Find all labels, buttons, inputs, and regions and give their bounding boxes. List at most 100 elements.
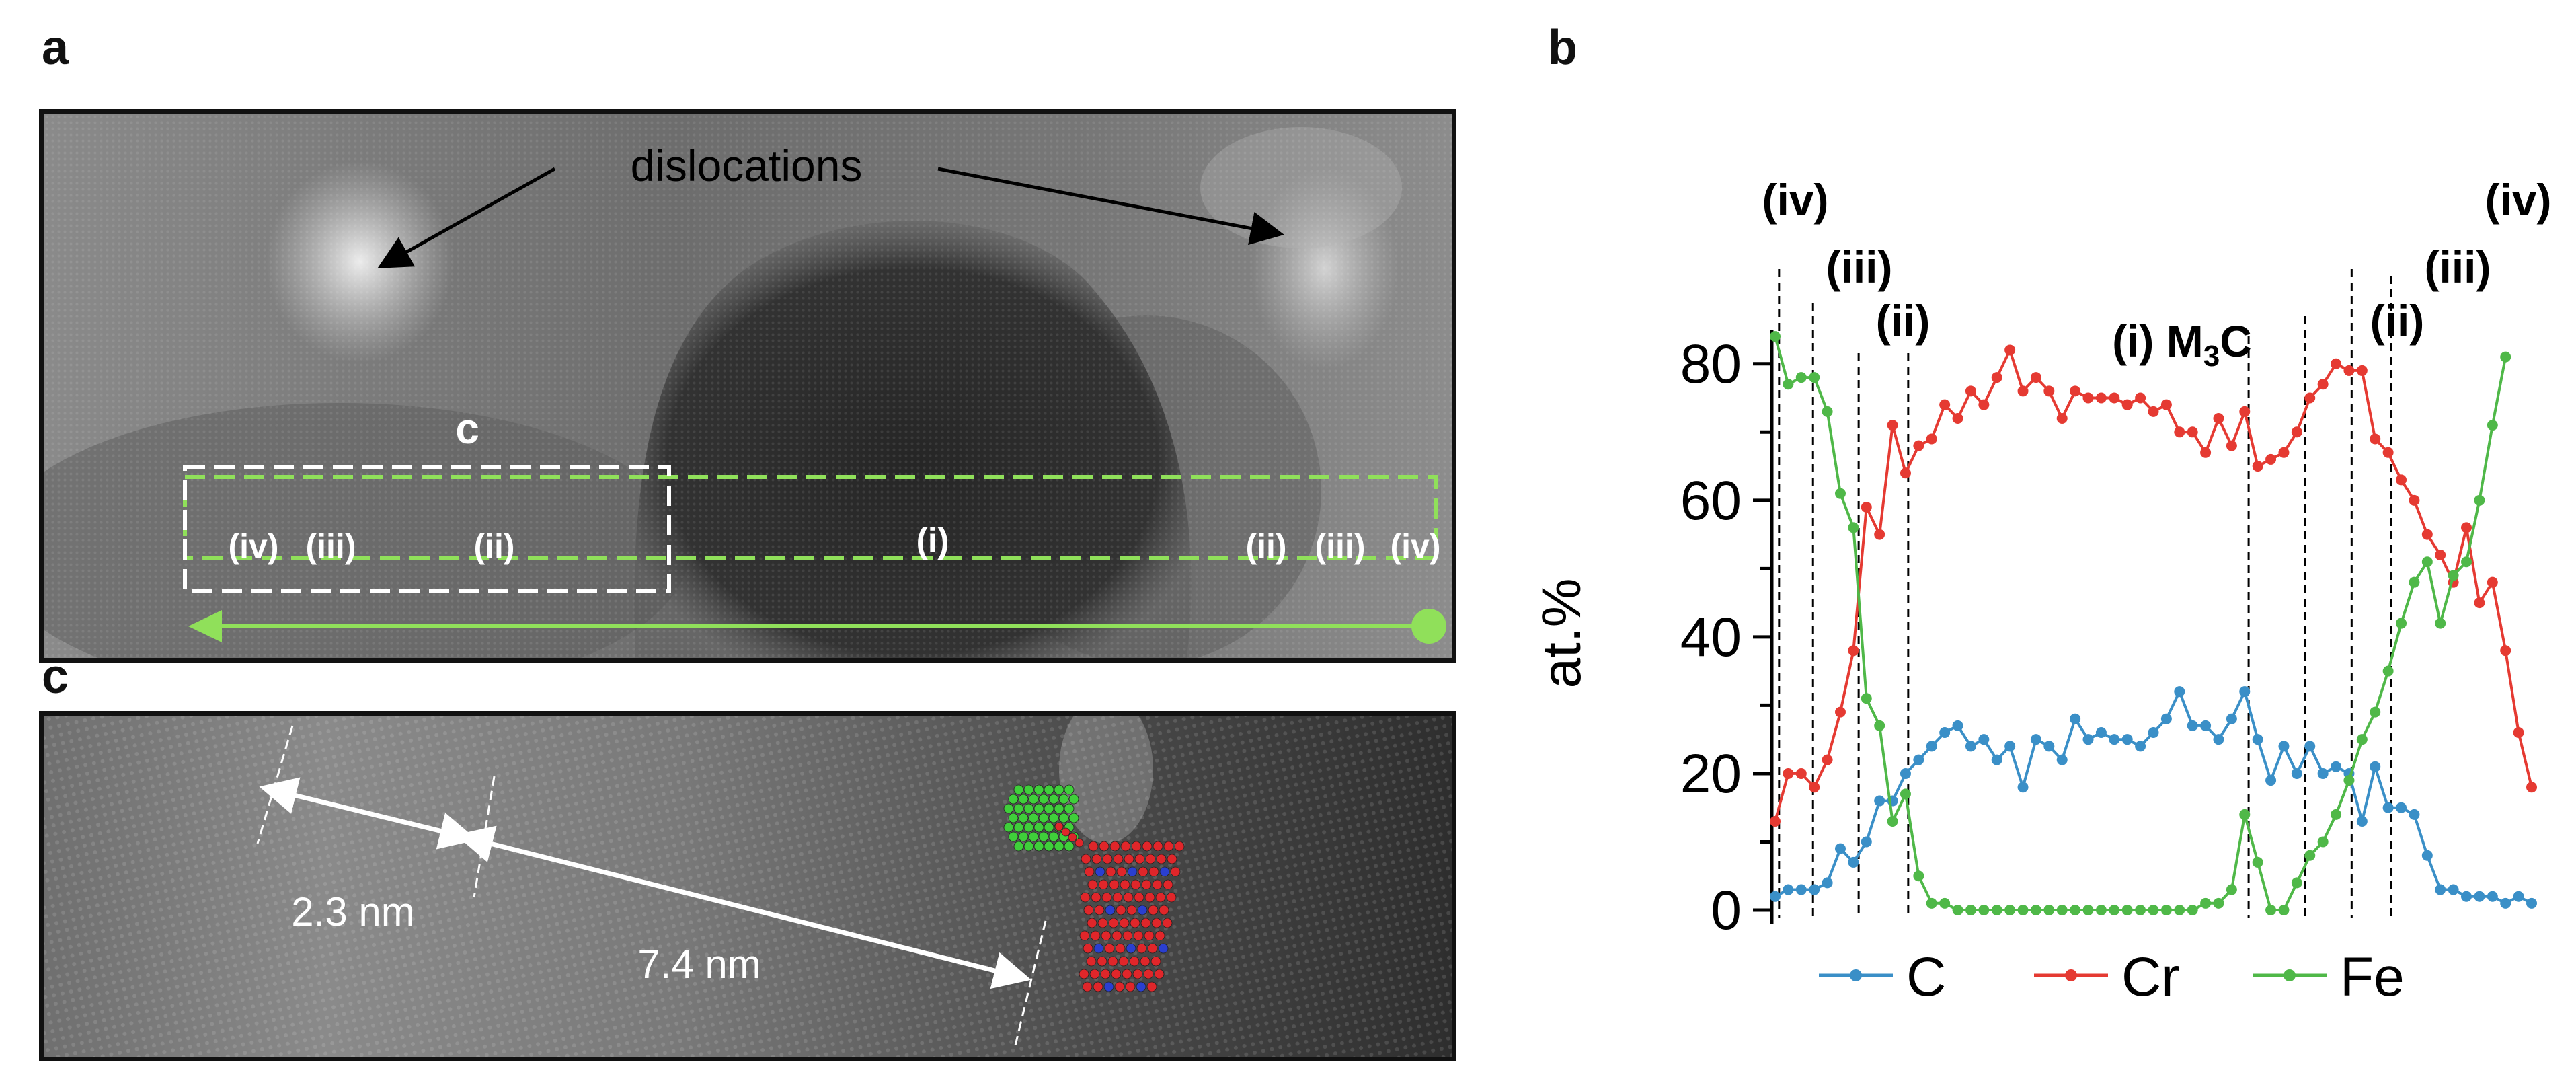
metal-atom xyxy=(1141,879,1152,890)
metal-atom xyxy=(1170,866,1181,877)
data-point-C xyxy=(2409,809,2420,820)
region-label-a-right-iv: (iv) xyxy=(1391,527,1441,565)
data-point-Fe xyxy=(2382,665,2394,677)
data-point-Fe xyxy=(1926,897,1937,909)
data-point-Cr xyxy=(2513,727,2524,739)
data-point-Fe xyxy=(1861,693,1872,704)
metal-atom xyxy=(1134,892,1144,903)
metal-atom xyxy=(1111,930,1122,941)
carbon-atom xyxy=(1127,866,1138,877)
data-point-Cr xyxy=(1978,399,1990,410)
ferrite-atom xyxy=(1048,794,1059,805)
data-point-C xyxy=(2382,802,2394,813)
metal-atom xyxy=(1075,838,1084,848)
metal-atom xyxy=(1114,981,1125,992)
data-point-Fe xyxy=(2239,809,2251,820)
metal-atom xyxy=(1079,930,1090,941)
data-point-Fe xyxy=(2304,850,2316,861)
carbon-atom xyxy=(1136,981,1146,992)
data-point-Cr xyxy=(2187,426,2198,438)
ferrite-atom xyxy=(1023,841,1034,852)
legend-marker-Fe xyxy=(2284,969,2296,981)
ferrite-atom xyxy=(1048,813,1059,823)
metal-atom xyxy=(1155,930,1165,941)
metal-atom xyxy=(1084,866,1095,877)
ferrite-atom xyxy=(1033,803,1044,814)
metal-atom xyxy=(1116,905,1126,915)
data-point-Fe xyxy=(1991,905,2002,915)
legend-label-Cr: Cr xyxy=(2121,946,2180,1008)
metal-atom xyxy=(1093,981,1103,992)
data-point-Fe xyxy=(2500,351,2511,363)
carbon-atom xyxy=(1093,943,1104,954)
region-label-left: (iii) xyxy=(1826,242,1893,292)
ferrite-atom xyxy=(1013,822,1024,833)
legend-label-C: C xyxy=(1906,946,1946,1008)
carbon-atom xyxy=(1158,943,1169,954)
ferrite-atom xyxy=(1068,813,1079,823)
data-point-Cr xyxy=(2030,372,2041,383)
metal-atom xyxy=(1097,956,1107,967)
ferrite-atom xyxy=(1023,822,1034,833)
data-point-C xyxy=(1926,741,1937,752)
ferrite-atom xyxy=(1048,831,1059,842)
dislocations-label: dislocations xyxy=(631,141,863,190)
data-point-C xyxy=(2200,720,2212,731)
data-point-C xyxy=(2187,720,2198,731)
profile-arrowhead xyxy=(188,610,222,642)
ferrite-atom xyxy=(1003,822,1014,833)
data-point-Cr xyxy=(2331,358,2342,369)
metal-atom xyxy=(1147,943,1158,954)
ferrite-atom xyxy=(1064,841,1075,852)
data-point-Cr xyxy=(1874,529,1885,540)
metal-atom xyxy=(1108,918,1119,928)
data-point-C xyxy=(1874,795,1885,807)
data-point-C xyxy=(2070,713,2081,724)
region-label-a-left-ii: (ii) xyxy=(473,527,514,565)
data-point-Fe xyxy=(1965,905,1976,915)
data-point-Fe xyxy=(2174,905,2185,915)
data-point-C xyxy=(2226,713,2237,724)
data-point-Fe xyxy=(1978,905,1990,915)
metal-atom xyxy=(1081,854,1091,864)
data-point-Fe xyxy=(2343,775,2355,786)
data-point-C xyxy=(2160,713,2172,724)
data-point-Cr xyxy=(2148,406,2159,417)
data-point-C xyxy=(2421,850,2433,861)
metal-atom xyxy=(1159,905,1169,915)
data-point-C xyxy=(2500,897,2511,909)
ferrite-atom xyxy=(1028,813,1039,823)
carbon-atom xyxy=(1105,905,1116,915)
ferrite-atom xyxy=(1023,803,1034,814)
data-point-Fe xyxy=(2474,494,2485,506)
data-point-Cr xyxy=(2109,392,2120,404)
data-point-Fe xyxy=(2331,809,2342,820)
ferrite-atom xyxy=(1033,841,1044,852)
metal-atom xyxy=(1100,969,1111,979)
metal-atom xyxy=(1101,892,1112,903)
data-point-Fe xyxy=(2448,570,2459,581)
data-point-Fe xyxy=(2370,706,2381,718)
metal-atom xyxy=(1090,930,1101,941)
metal-atom xyxy=(1153,841,1163,852)
spacing-arrow-1 xyxy=(259,777,477,850)
data-point-Cr xyxy=(1991,372,2002,383)
ferrite-atom xyxy=(1038,831,1049,842)
inset-c-box xyxy=(183,465,671,593)
data-point-C xyxy=(2121,734,2133,745)
data-point-C xyxy=(1952,720,1963,731)
y-tick-label: 40 xyxy=(1680,607,1742,668)
data-point-C xyxy=(1770,891,1781,902)
data-point-Fe xyxy=(2095,905,2107,915)
metal-atom xyxy=(1145,854,1156,864)
metal-atom xyxy=(1098,879,1109,890)
data-point-Fe xyxy=(2278,905,2290,915)
data-point-C xyxy=(1978,734,1990,745)
metal-atom xyxy=(1163,879,1173,890)
metal-atom xyxy=(1122,969,1132,979)
data-point-Fe xyxy=(2356,734,2368,745)
ferrite-atom xyxy=(1013,841,1024,852)
metal-atom xyxy=(1154,969,1165,979)
data-point-Cr xyxy=(1926,433,1937,445)
data-point-C xyxy=(2239,686,2251,698)
